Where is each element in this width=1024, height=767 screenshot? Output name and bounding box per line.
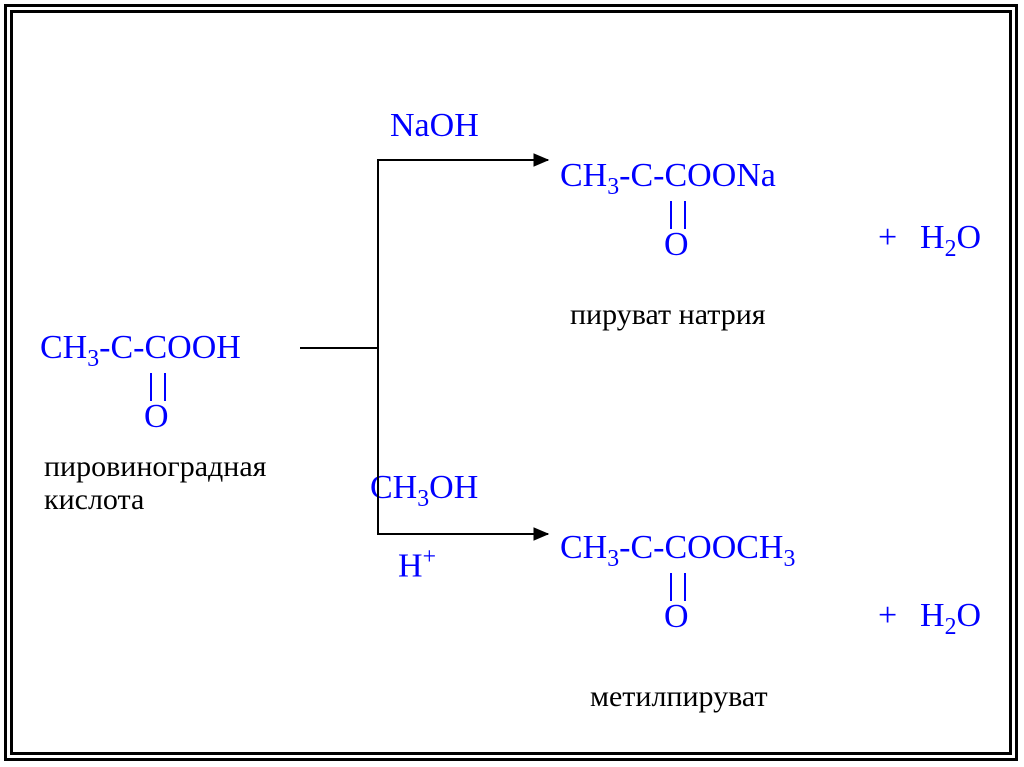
product-bottom-label: метилпируват (590, 680, 768, 713)
product-top-label: пируват натрия (570, 298, 766, 331)
product-top-plus: + (878, 220, 897, 256)
reactant-label-line1: пировиноградная (44, 450, 266, 483)
reagent-bottom-2: H+ (398, 545, 436, 584)
product-bottom-oxygen: O (664, 598, 689, 636)
reactant-double-bond-icon (150, 373, 166, 401)
reactant-label-line2: кислота (44, 483, 144, 516)
reagent-bottom-1: CH3OH (370, 470, 478, 512)
reactant-oxygen: O (144, 398, 169, 436)
product-bottom-formula: CH3-C-COOCH3 (560, 530, 795, 572)
reactant-formula: CH3-C-COOH (40, 330, 241, 372)
product-bottom-water: H2O (920, 598, 981, 640)
diagram-canvas: CH3-C-COOH O пировиноградная кислота NaO… (0, 0, 1024, 767)
product-bottom-double-bond-icon (670, 573, 686, 601)
product-top-water: H2O (920, 220, 981, 262)
reagent-top: NaOH (390, 108, 479, 144)
product-top-formula: CH3-C-COONa (560, 158, 776, 200)
reactant-label: пировиноградная кислота (44, 450, 266, 516)
product-bottom-plus: + (878, 598, 897, 634)
product-top-double-bond-icon (670, 201, 686, 229)
product-top-oxygen: O (664, 226, 689, 264)
